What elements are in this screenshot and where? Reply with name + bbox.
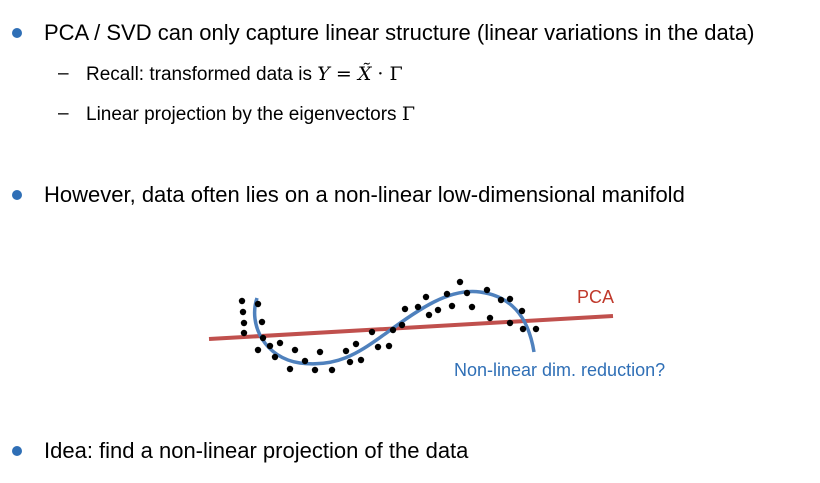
bullet-marker	[12, 446, 22, 456]
math-dot: ·	[371, 63, 390, 85]
data-point	[239, 308, 247, 316]
data-point	[342, 347, 350, 355]
data-point	[389, 326, 397, 334]
data-point	[240, 329, 248, 337]
data-point	[422, 293, 430, 301]
data-point	[368, 328, 376, 336]
data-point	[497, 296, 505, 304]
pca-label: PCA	[577, 287, 614, 307]
data-point	[486, 314, 494, 322]
pca-line	[208, 314, 614, 341]
data-point	[506, 295, 514, 303]
bullet-marker	[12, 190, 22, 200]
data-point	[463, 289, 471, 297]
data-point	[468, 303, 476, 311]
data-point	[532, 325, 540, 333]
math-gamma: Γ	[401, 103, 415, 125]
data-point	[352, 340, 360, 348]
data-point	[398, 321, 406, 329]
sub-bullet-dash: –	[58, 63, 69, 84]
bullet-text-idea: Idea: find a non-linear projection of th…	[44, 438, 469, 463]
data-point	[291, 346, 299, 354]
sub-bullet-linear-projection: Linear projection by the eigenvectors Γ	[86, 103, 415, 126]
data-point	[443, 290, 451, 298]
data-point	[385, 342, 393, 350]
data-point	[346, 358, 354, 366]
math-equals: =	[329, 63, 358, 85]
data-point	[316, 348, 324, 356]
bullet-text-pca-svd: PCA / SVD can only capture linear struct…	[44, 20, 755, 45]
data-point	[259, 334, 267, 342]
formula-transformed-data: Y = X̃ · Γ	[317, 63, 402, 85]
data-point	[414, 303, 422, 311]
data-point	[518, 307, 526, 315]
data-point	[238, 297, 246, 305]
data-point	[448, 302, 456, 310]
data-point	[258, 318, 266, 326]
data-point	[434, 306, 442, 314]
data-point	[328, 366, 336, 374]
data-point	[271, 353, 279, 361]
math-gamma: Γ	[389, 63, 403, 85]
sub-bullet-dash: –	[58, 103, 69, 124]
data-point	[286, 365, 294, 373]
bullet-text-manifold: However, data often lies on a non-linear…	[44, 182, 685, 207]
data-point	[301, 357, 309, 365]
data-point	[374, 343, 382, 351]
data-points	[238, 278, 540, 374]
sub-bullet-recall-text: Recall: transformed data is	[86, 64, 318, 85]
data-point	[519, 325, 527, 333]
data-point	[266, 342, 274, 350]
data-point	[311, 366, 319, 374]
bullet-marker	[12, 28, 22, 38]
data-point	[276, 339, 284, 347]
sub-bullet-recall: Recall: transformed data is Y = X̃ · Γ	[86, 63, 403, 86]
data-point	[506, 319, 514, 327]
math-y: Y	[317, 63, 330, 85]
data-point	[254, 300, 262, 308]
data-point	[254, 346, 262, 354]
data-point	[425, 311, 433, 319]
data-point	[483, 286, 491, 294]
data-point	[456, 278, 464, 286]
nonlinear-label: Non-linear dim. reduction?	[454, 360, 665, 380]
math-x-tilde: X̃	[357, 63, 372, 85]
data-point	[240, 319, 248, 327]
data-point	[357, 356, 365, 364]
data-point	[401, 305, 409, 313]
sub-bullet-projection-text: Linear projection by the eigenvectors	[86, 104, 402, 125]
